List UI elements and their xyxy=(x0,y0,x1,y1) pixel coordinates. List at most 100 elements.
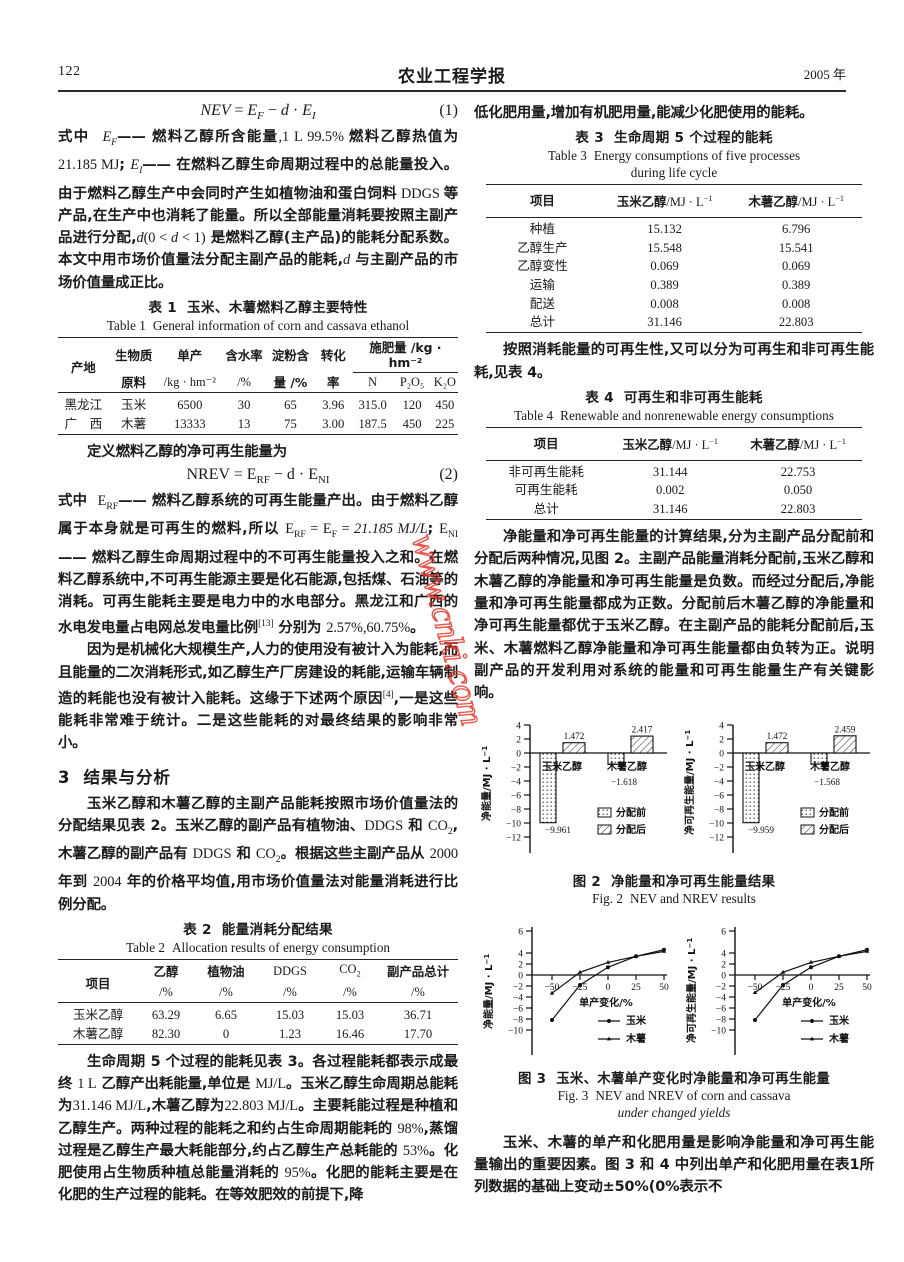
cell: 玉米乙醇 xyxy=(72,1007,124,1022)
cell: 乙醇生产 xyxy=(517,240,568,255)
cell: 木薯乙醇 xyxy=(72,1026,124,1041)
fig2-right-ylabel: 净可再生能量/MJ · L−1 xyxy=(683,729,696,834)
svg-text:−25: −25 xyxy=(776,983,791,993)
table-3-grid: 项目 玉米乙醇/MJ · L−1 木薯乙醇/MJ · L−1 种植 15.132 6… xyxy=(486,184,862,333)
th-moisture-2: /% xyxy=(237,374,251,389)
cell: 1.23 xyxy=(278,1026,302,1041)
figure-3-caption-en: Fig. 3 NEV and NREV of corn and cassava xyxy=(474,1087,874,1104)
svg-text:2: 2 xyxy=(518,960,523,970)
th-corn-ethanol: 玉米乙醇/MJ · L−1 xyxy=(622,437,718,453)
cell: 0.389 xyxy=(782,277,811,292)
cell: 0.008 xyxy=(782,296,811,311)
table-row: 木薯乙醇 82.30 0 1.23 16.46 17.70 xyxy=(58,1025,458,1045)
cell: 木薯 xyxy=(121,416,147,431)
table-1-grid: 产地 生物质 单产 含水率 淀粉含 转化 施肥量 /kg · hm⁻² 原料 /… xyxy=(58,337,458,435)
cell: 36.71 xyxy=(403,1007,433,1022)
figure-3: 6 4 2 0 −2 −4 −6 −8 −10 −50 −25 0 xyxy=(474,919,874,1061)
th-ddgs-1: DDGS xyxy=(273,963,307,978)
svg-text:玉米: 玉米 xyxy=(626,1014,647,1027)
journal-title: 农业工程学报 xyxy=(398,67,506,87)
table-2-caption-en: Table 2 Allocation results of energy cons… xyxy=(58,939,458,956)
table-4-label-en: Table 4 xyxy=(514,408,554,424)
cell: 31.146 xyxy=(652,502,688,517)
equation-2: NREV = ERF − d · ENI (2) xyxy=(186,465,459,487)
th-biomass-1: 生物质 xyxy=(115,347,153,363)
table-3: 表 3 生命周期 5 个过程的能耗 Table 3 Energy consumpti… xyxy=(474,129,874,333)
th-vegoil-1: 植物油 xyxy=(207,963,245,979)
figure-3-label-cn: 图 3 xyxy=(517,1071,547,1087)
table-1-caption-en: Table 1 General information of corn and c… xyxy=(58,317,458,334)
section-title: 结果与分析 xyxy=(83,767,171,787)
svg-text:−1.618: −1.618 xyxy=(611,777,637,787)
th-starch-1: 淀粉含 xyxy=(271,347,310,363)
chart-fig3-right: 6 4 2 0 −2 −4 −6 −8 −10 −50 −25 0 xyxy=(677,919,874,1061)
svg-text:4: 4 xyxy=(721,949,726,959)
cell: 6500 xyxy=(177,397,203,412)
table-3-caption-en: Table 3 Energy consumptions of five proce… xyxy=(474,147,874,164)
svg-text:−4: −4 xyxy=(513,993,523,1003)
cell: 31.144 xyxy=(652,464,688,479)
table-4-label-cn: 表 4 xyxy=(585,390,614,407)
cell: 65 xyxy=(284,397,297,412)
table-2-label-cn: 表 2 xyxy=(183,922,212,938)
th-byproduct-total-1: 副产品总计 xyxy=(387,963,449,979)
svg-text:−6: −6 xyxy=(714,791,724,801)
th-fertilizer-group: 施肥量 /kg · hm⁻² xyxy=(352,337,458,374)
svg-text:−12: −12 xyxy=(709,833,724,843)
svg-text:−10: −10 xyxy=(508,1026,523,1036)
cell: 运输 xyxy=(529,277,555,292)
cell: 0 xyxy=(222,1026,230,1041)
svg-text:−8: −8 xyxy=(513,1015,523,1025)
svg-text:50: 50 xyxy=(862,983,872,993)
svg-text:分配前: 分配前 xyxy=(616,806,646,819)
svg-text:−10: −10 xyxy=(506,819,521,829)
cell: 22.753 xyxy=(780,464,816,479)
svg-text:−50: −50 xyxy=(545,983,560,993)
svg-text:木薯乙醇: 木薯乙醇 xyxy=(809,760,850,773)
table-row: 配送 0.008 0.008 xyxy=(486,295,862,314)
svg-text:−9.959: −9.959 xyxy=(748,825,774,835)
chart-fig3-left: 6 4 2 0 −2 −4 −6 −8 −10 −50 −25 0 xyxy=(474,919,671,1061)
svg-text:2.459: 2.459 xyxy=(835,724,856,734)
table-2-label-en: Table 2 xyxy=(125,940,165,955)
th-biomass-2: 原料 xyxy=(121,374,147,390)
svg-text:−6: −6 xyxy=(513,1004,523,1014)
table-1-title-en: General information of corn and cassava … xyxy=(152,318,410,334)
paragraph-nev-nrev-results: 净能量和净可再生能量的计算结果,分为主副产品分配前和分配后两种情况,见图 2。主… xyxy=(474,529,874,702)
th-item: 项目 xyxy=(533,436,559,452)
cell: 0.002 xyxy=(656,483,685,498)
table-4-grid: 项目 玉米乙醇/MJ · L−1 木薯乙醇/MJ · L−1 非可再生能耗 31.… xyxy=(486,427,862,520)
table-row: 广 西 木薯 13333 13 75 3.00 187.5 450 225 xyxy=(58,415,458,435)
svg-text:玉米乙醇: 玉米乙醇 xyxy=(542,760,582,773)
svg-text:−8: −8 xyxy=(714,805,724,815)
table-4: 表 4 可再生和非可再生能耗 Table 4 Renewable and nonre… xyxy=(474,389,874,520)
cell: 0.050 xyxy=(783,483,813,498)
svg-text:−10: −10 xyxy=(709,819,724,829)
fig3-left-xlabel: 单产变化/% xyxy=(579,996,633,1009)
cell: 0.389 xyxy=(650,277,679,292)
svg-text:−8: −8 xyxy=(511,805,521,815)
figure-3-title-cn: 玉米、木薯单产变化时净能量和净可再生能量 xyxy=(556,1071,831,1087)
svg-text:−10: −10 xyxy=(711,1026,726,1036)
svg-text:木薯乙醇: 木薯乙醇 xyxy=(606,760,647,773)
svg-text:−2: −2 xyxy=(714,763,724,773)
fig3-right-xlabel: 单产变化/% xyxy=(782,996,836,1009)
table-1-label-en: Table 1 xyxy=(106,318,146,334)
figure-2-label-cn: 图 2 xyxy=(572,874,601,890)
paragraph-fertilizer-cont: 低化肥用量,增加有机肥用量,能减少化肥使用的能耗。 xyxy=(474,105,814,121)
section-heading-results: 3 结果与分析 xyxy=(58,764,458,788)
cell: 82.30 xyxy=(151,1026,181,1041)
svg-text:−2: −2 xyxy=(511,763,521,773)
svg-text:25: 25 xyxy=(834,983,844,993)
svg-text:木薯: 木薯 xyxy=(828,1032,849,1045)
cell: 0.008 xyxy=(650,296,679,311)
fig3-right-ylabel: 净可再生能量/MJ · L−1 xyxy=(685,937,698,1042)
cell: 22.803 xyxy=(780,502,816,517)
table-1-title-cn: 玉米、木薯燃料乙醇主要特性 xyxy=(187,300,368,317)
th-conversion-1: 转化 xyxy=(320,347,346,363)
table-2-title-cn: 能量消耗分配结果 xyxy=(221,922,333,938)
chart-fig2-left: 4 2 0 −2 −4 −6 −8 −10 −12 净能量/MJ · L−1 xyxy=(474,713,671,865)
table-1: 表 1 玉米、木薯燃料乙醇主要特性 Table 1 General informat… xyxy=(58,299,458,435)
equation-1: NEV = EF − d · EI (1) xyxy=(200,102,458,123)
figure-2: 4 2 0 −2 −4 −6 −8 −10 −12 净能量/MJ · L−1 xyxy=(474,713,874,865)
